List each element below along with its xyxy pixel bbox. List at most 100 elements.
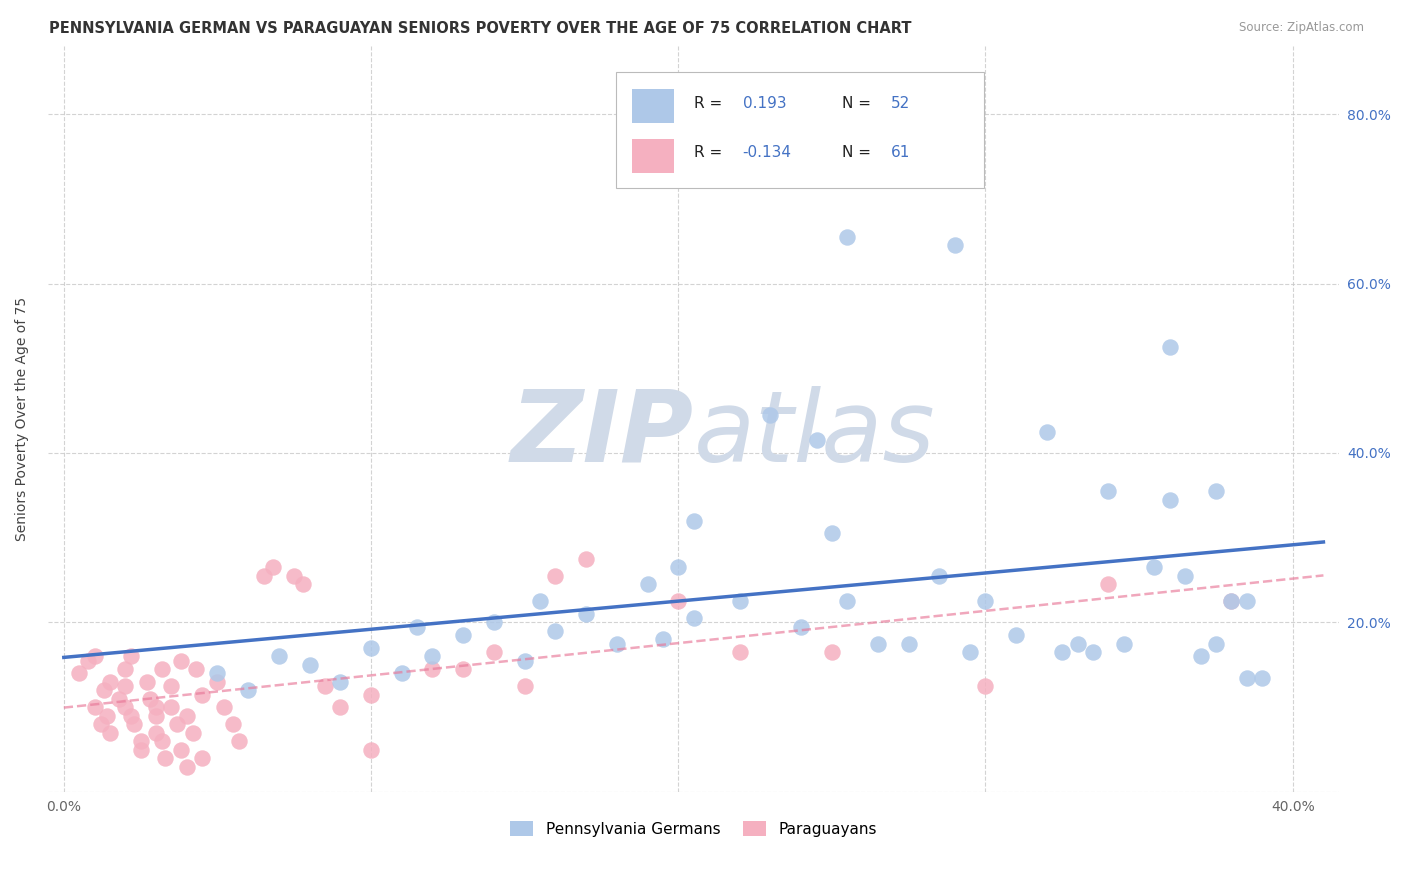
Y-axis label: Seniors Poverty Over the Age of 75: Seniors Poverty Over the Age of 75 xyxy=(15,297,30,541)
Text: PENNSYLVANIA GERMAN VS PARAGUAYAN SENIORS POVERTY OVER THE AGE OF 75 CORRELATION: PENNSYLVANIA GERMAN VS PARAGUAYAN SENIOR… xyxy=(49,21,911,36)
Point xyxy=(166,717,188,731)
Point xyxy=(790,620,813,634)
Point xyxy=(96,708,118,723)
FancyBboxPatch shape xyxy=(631,88,675,123)
Point xyxy=(83,700,105,714)
Point xyxy=(228,734,250,748)
FancyBboxPatch shape xyxy=(631,138,675,173)
Point xyxy=(160,679,183,693)
Point xyxy=(124,717,146,731)
Text: R =: R = xyxy=(693,96,727,112)
Point xyxy=(298,657,321,672)
Text: ZIP: ZIP xyxy=(510,385,693,483)
Point xyxy=(145,708,167,723)
Point xyxy=(1220,594,1243,608)
Point xyxy=(252,569,274,583)
Point xyxy=(114,679,136,693)
Point xyxy=(120,649,142,664)
Point xyxy=(451,628,474,642)
Point xyxy=(529,594,551,608)
Text: 52: 52 xyxy=(891,96,910,112)
Point xyxy=(90,717,112,731)
Point xyxy=(422,649,444,664)
Point xyxy=(207,674,229,689)
Point xyxy=(135,674,157,689)
Point xyxy=(360,688,382,702)
Point xyxy=(406,620,429,634)
Point xyxy=(212,700,235,714)
Point xyxy=(391,666,413,681)
Point xyxy=(943,238,966,252)
Point xyxy=(1066,637,1088,651)
FancyBboxPatch shape xyxy=(616,72,984,188)
Point xyxy=(160,700,183,714)
Point xyxy=(114,662,136,676)
Point xyxy=(974,594,997,608)
Point xyxy=(236,683,259,698)
Point xyxy=(150,662,173,676)
Text: Source: ZipAtlas.com: Source: ZipAtlas.com xyxy=(1239,21,1364,34)
Point xyxy=(176,759,198,773)
Point xyxy=(1159,492,1181,507)
Text: 61: 61 xyxy=(891,145,911,161)
Point xyxy=(139,691,162,706)
Point xyxy=(513,654,536,668)
Point xyxy=(974,679,997,693)
Legend: Pennsylvania Germans, Paraguayans: Pennsylvania Germans, Paraguayans xyxy=(510,821,877,837)
Point xyxy=(1097,577,1119,591)
Point xyxy=(1174,569,1197,583)
Point xyxy=(145,725,167,739)
Point xyxy=(1251,671,1274,685)
Point xyxy=(1236,594,1258,608)
Text: atlas: atlas xyxy=(693,385,935,483)
Point xyxy=(169,654,191,668)
Point xyxy=(959,645,981,659)
Point xyxy=(169,742,191,756)
Point xyxy=(682,514,704,528)
Point xyxy=(329,674,352,689)
Text: -0.134: -0.134 xyxy=(742,145,792,161)
Point xyxy=(262,560,284,574)
Point xyxy=(544,624,567,638)
Point xyxy=(360,640,382,655)
Point xyxy=(1220,594,1243,608)
Point xyxy=(897,637,920,651)
Point xyxy=(129,742,152,756)
Point xyxy=(1036,425,1059,439)
Point xyxy=(821,526,844,541)
Point xyxy=(482,615,505,630)
Point xyxy=(120,708,142,723)
Point xyxy=(1205,637,1227,651)
Point xyxy=(544,569,567,583)
Text: N =: N = xyxy=(842,96,876,112)
Point xyxy=(1205,484,1227,499)
Point xyxy=(1112,637,1135,651)
Point xyxy=(114,700,136,714)
Point xyxy=(153,751,176,765)
Point xyxy=(1159,340,1181,354)
Point xyxy=(1236,671,1258,685)
Point xyxy=(1005,628,1028,642)
Point xyxy=(283,569,305,583)
Text: N =: N = xyxy=(842,145,876,161)
Point xyxy=(422,662,444,676)
Point xyxy=(222,717,245,731)
Point xyxy=(1097,484,1119,499)
Point xyxy=(145,700,167,714)
Point xyxy=(728,594,751,608)
Point xyxy=(1052,645,1074,659)
Point xyxy=(928,569,950,583)
Point xyxy=(806,434,828,448)
Point xyxy=(866,637,889,651)
Point xyxy=(191,751,214,765)
Point xyxy=(1189,649,1212,664)
Point xyxy=(837,230,859,244)
Point xyxy=(728,645,751,659)
Point xyxy=(575,607,598,621)
Point xyxy=(314,679,336,693)
Point xyxy=(93,683,115,698)
Point xyxy=(98,674,121,689)
Point xyxy=(513,679,536,693)
Text: R =: R = xyxy=(693,145,727,161)
Point xyxy=(83,649,105,664)
